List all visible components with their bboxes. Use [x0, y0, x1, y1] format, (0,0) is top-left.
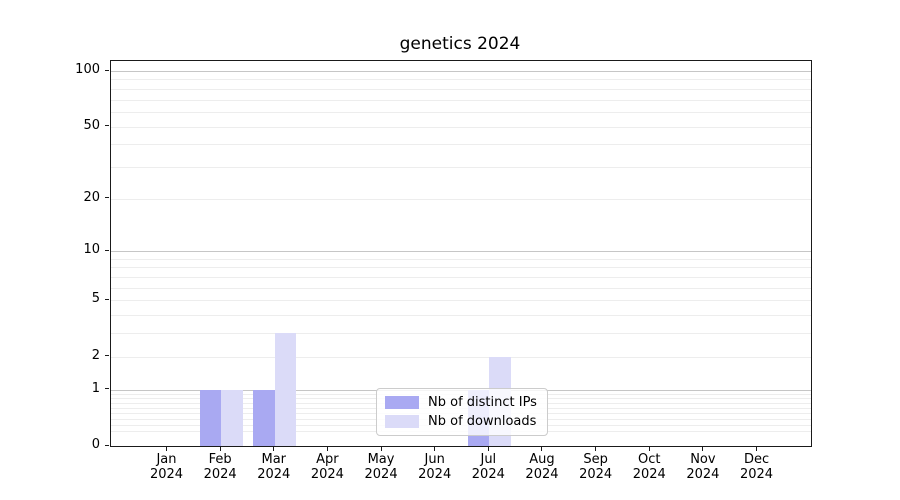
- bar-feb-distinct-ips: [199, 389, 222, 446]
- gridline-y-30: [111, 166, 811, 168]
- y-tick-mark-2: [105, 355, 109, 357]
- gridline-y-4: [111, 315, 811, 317]
- y-tick-mark-1: [105, 388, 109, 390]
- gridline-y-9: [111, 258, 811, 260]
- y-tick-label-20: 20: [83, 189, 100, 205]
- gridline-y-70: [111, 99, 811, 101]
- x-tick-label-feb: Feb 2024: [203, 452, 237, 482]
- x-tick-mark-jun: [434, 446, 436, 451]
- gridline-y-90: [111, 79, 811, 81]
- x-tick-mark-dec: [756, 446, 758, 451]
- gridline-y-20: [111, 198, 811, 200]
- legend-entry-downloads: Nb of downloads: [385, 414, 537, 429]
- bar-feb-downloads: [221, 389, 243, 446]
- gridline-y-10: [111, 251, 811, 253]
- x-tick-mark-jan: [166, 446, 167, 451]
- legend-swatch-downloads: [385, 415, 419, 428]
- legend: Nb of distinct IPs Nb of downloads: [376, 388, 548, 436]
- y-tick-label-1: 1: [91, 380, 100, 396]
- x-tick-mark-nov: [702, 446, 704, 451]
- gridline-y-2: [111, 356, 811, 358]
- y-tick-label-2: 2: [91, 347, 100, 363]
- x-tick-mark-aug: [541, 446, 543, 451]
- legend-label-distinct-ips: Nb of distinct IPs: [428, 395, 537, 410]
- legend-label-downloads: Nb of downloads: [428, 414, 537, 429]
- x-tick-mark-may: [380, 446, 382, 451]
- legend-entry-distinct-ips: Nb of distinct IPs: [385, 395, 537, 410]
- gridline-y-5: [111, 300, 811, 302]
- x-tick-label-jun: Jun 2024: [418, 452, 452, 482]
- gridline-y-100: [111, 71, 811, 72]
- gridline-y-7: [111, 277, 811, 279]
- gridline-y-40: [111, 144, 811, 146]
- y-tick-label-0: 0: [91, 437, 100, 452]
- x-tick-label-aug: Aug 2024: [525, 452, 559, 482]
- legend-swatch-distinct-ips: [385, 396, 419, 409]
- gridline-y-80: [111, 88, 811, 90]
- x-tick-mark-feb: [219, 446, 221, 451]
- y-tick-mark-10: [105, 249, 109, 251]
- y-tick-label-5: 5: [91, 291, 100, 307]
- x-tick-label-jul: Jul 2024: [471, 452, 505, 482]
- y-tick-label-100: 100: [75, 62, 100, 77]
- x-tick-mark-oct: [648, 446, 650, 451]
- bar-mar-downloads: [274, 333, 297, 446]
- x-tick-label-nov: Nov 2024: [686, 452, 720, 482]
- x-tick-mark-sep: [595, 446, 597, 451]
- x-tick-label-sep: Sep 2024: [579, 452, 613, 482]
- y-tick-label-10: 10: [83, 242, 100, 258]
- gridline-y-50: [111, 126, 811, 128]
- y-tick-mark-0: [105, 444, 109, 446]
- x-tick-label-dec: Dec 2024: [739, 452, 774, 482]
- gridline-y-60: [111, 111, 811, 113]
- x-tick-label-apr: Apr 2024: [310, 452, 344, 482]
- x-tick-mark-mar: [273, 446, 275, 451]
- x-tick-label-may: May 2024: [364, 452, 398, 482]
- x-tick-label-mar: Mar 2024: [257, 452, 291, 482]
- y-tick-mark-50: [105, 125, 109, 127]
- chart-title: genetics 2024: [399, 34, 521, 54]
- y-tick-mark-5: [105, 298, 109, 300]
- bar-mar-distinct-ips: [253, 389, 275, 446]
- gridline-y-6: [111, 287, 811, 289]
- y-tick-mark-20: [105, 197, 109, 199]
- y-tick-label-50: 50: [83, 117, 100, 133]
- gridline-y-3: [111, 333, 811, 335]
- y-tick-mark-100: [105, 69, 109, 71]
- x-tick-mark-apr: [326, 446, 328, 451]
- x-tick-label-jan: Jan 2024: [149, 452, 184, 482]
- gridline-y-8: [111, 267, 811, 269]
- x-tick-label-oct: Oct 2024: [632, 452, 666, 482]
- x-tick-mark-jul: [487, 446, 489, 451]
